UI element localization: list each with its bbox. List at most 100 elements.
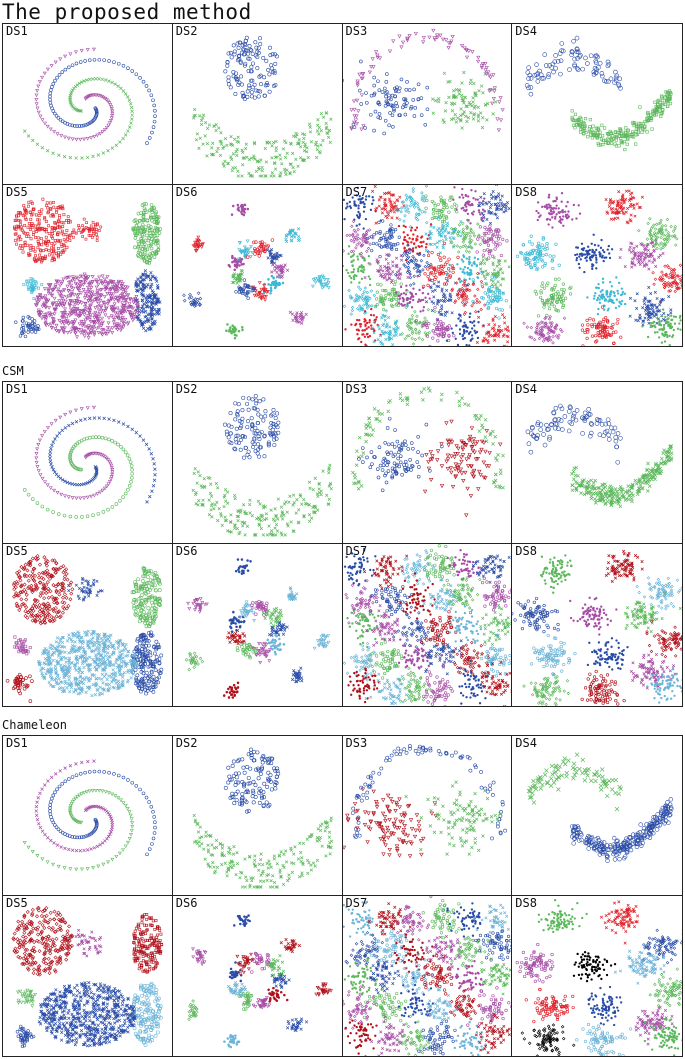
- data-point: [410, 98, 415, 102]
- data-point: [138, 218, 142, 223]
- data-point: [87, 327, 92, 332]
- data-point: [490, 112, 495, 116]
- data-point: [504, 299, 508, 303]
- data-point: [442, 294, 446, 298]
- data-point: [365, 299, 370, 303]
- data-point: [43, 298, 48, 302]
- data-point: [545, 247, 550, 251]
- data-point: [541, 253, 545, 257]
- data-point: [284, 233, 288, 238]
- data-point: [561, 211, 565, 214]
- data-point: [666, 98, 670, 103]
- data-point: [537, 68, 543, 74]
- data-point: [495, 206, 499, 210]
- data-point: [289, 162, 293, 166]
- data-point: [445, 299, 449, 303]
- data-point: [130, 117, 134, 121]
- data-point: [141, 244, 146, 249]
- data-point: [580, 66, 586, 72]
- data-point: [545, 242, 549, 246]
- data-point: [397, 276, 401, 281]
- data-point: [591, 124, 595, 128]
- data-point: [128, 102, 133, 106]
- data-point: [321, 285, 326, 289]
- data-point: [250, 61, 255, 66]
- data-point: [116, 299, 121, 304]
- data-point: [620, 201, 624, 205]
- data-point: [132, 313, 137, 317]
- data-point: [228, 50, 233, 55]
- data-point: [70, 231, 74, 234]
- data-point: [382, 264, 386, 269]
- data-point: [365, 321, 368, 325]
- data-point: [78, 137, 83, 142]
- data-point: [49, 64, 54, 68]
- data-point: [362, 268, 365, 271]
- data-point: [481, 339, 485, 343]
- data-point: [112, 60, 116, 64]
- data-point: [448, 298, 452, 302]
- data-point: [385, 211, 390, 215]
- data-point: [109, 305, 114, 309]
- data-point: [245, 48, 250, 53]
- data-point: [369, 235, 373, 239]
- data-point: [277, 275, 281, 279]
- data-point: [145, 260, 149, 265]
- data-point: [464, 119, 469, 124]
- data-point: [87, 234, 91, 237]
- data-point: [135, 231, 140, 235]
- data-point: [269, 174, 273, 178]
- data-point: [619, 198, 623, 202]
- data-point: [661, 224, 665, 228]
- data-point: [80, 156, 84, 160]
- data-point: [85, 155, 90, 160]
- data-point: [121, 303, 126, 308]
- data-point: [495, 299, 499, 303]
- data-point: [384, 257, 388, 261]
- data-point: [528, 91, 534, 97]
- data-point: [461, 303, 466, 308]
- data-point: [70, 278, 75, 283]
- data-point: [105, 281, 110, 285]
- data-point: [36, 246, 40, 250]
- data-point: [138, 279, 143, 284]
- data-point: [440, 210, 444, 214]
- data-point: [62, 221, 66, 225]
- data-point: [664, 223, 668, 228]
- data-point: [451, 334, 455, 338]
- data-point: [225, 323, 229, 326]
- data-point: [356, 294, 361, 299]
- data-point: [354, 322, 357, 326]
- data-point: [482, 234, 487, 238]
- data-point: [58, 57, 63, 62]
- data-point: [358, 252, 361, 256]
- data-point: [105, 275, 110, 279]
- data-point: [100, 274, 105, 279]
- data-point: [551, 258, 555, 262]
- data-point: [356, 186, 359, 190]
- data-point: [560, 221, 563, 224]
- data-point: [196, 300, 201, 305]
- data-point: [47, 249, 51, 253]
- data-point: [70, 327, 75, 332]
- data-point: [155, 233, 160, 238]
- data-point: [443, 229, 447, 233]
- data-point: [585, 259, 589, 262]
- data-point: [419, 298, 423, 302]
- data-point: [102, 303, 107, 307]
- data-point: [450, 287, 454, 291]
- data-point: [388, 202, 392, 206]
- data-point: [458, 234, 463, 238]
- data-point: [258, 251, 262, 255]
- data-point: [409, 229, 412, 232]
- data-point: [69, 92, 73, 96]
- data-point: [298, 313, 302, 317]
- data-point: [620, 134, 624, 138]
- data-point: [413, 262, 418, 267]
- data-point: [73, 331, 78, 336]
- data-point: [371, 233, 376, 237]
- data-point: [390, 343, 394, 346]
- data-point: [256, 46, 261, 51]
- data-point: [304, 150, 309, 154]
- data-point: [490, 272, 494, 276]
